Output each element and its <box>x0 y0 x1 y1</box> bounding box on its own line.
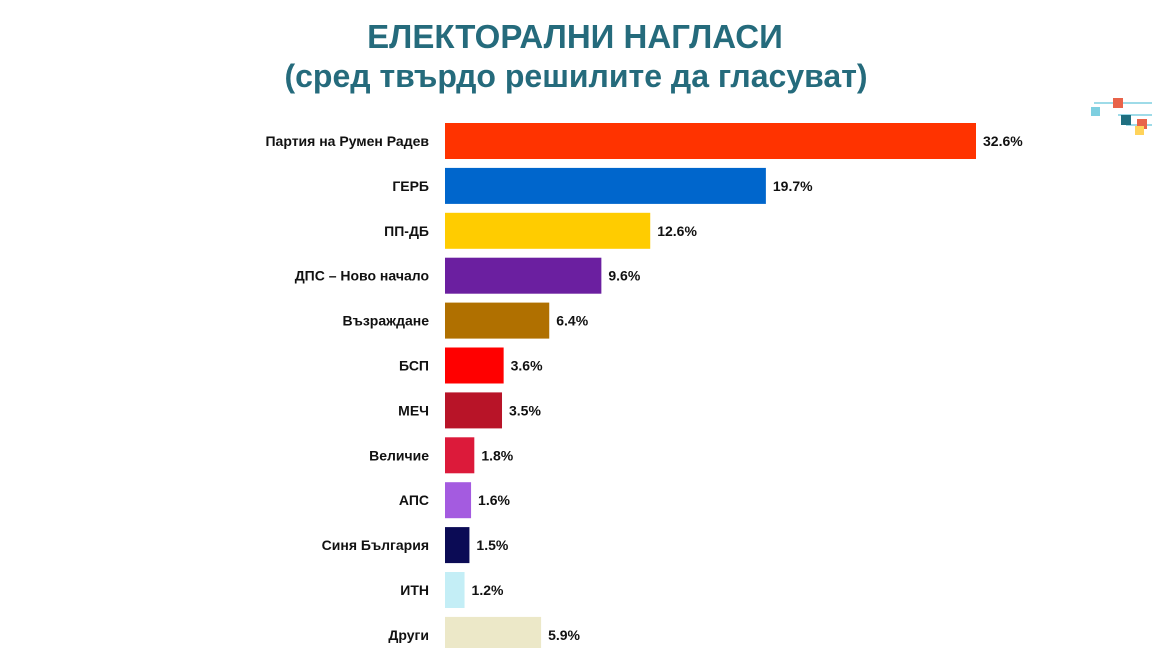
bar <box>445 437 475 474</box>
category-label: ИТН <box>400 582 429 598</box>
data-label: 19.7% <box>773 178 813 194</box>
bar <box>445 527 470 564</box>
data-label: 32.6% <box>983 133 1023 149</box>
data-label: 1.2% <box>472 582 504 598</box>
bar <box>445 123 976 159</box>
category-label: Синя България <box>322 537 429 553</box>
bar <box>445 616 542 648</box>
data-label: 1.8% <box>481 447 513 463</box>
category-label: Възраждане <box>343 313 430 329</box>
category-label: Величие <box>369 447 429 463</box>
data-label: 12.6% <box>657 223 697 239</box>
bar <box>445 257 602 294</box>
data-label: 3.5% <box>509 402 541 418</box>
data-label: 3.6% <box>511 358 543 374</box>
bar <box>445 392 503 429</box>
category-label: ГЕРБ <box>392 178 429 194</box>
bar <box>445 572 465 608</box>
decorative-logo-icon <box>1091 98 1152 135</box>
bar <box>445 212 651 249</box>
bar <box>445 482 472 519</box>
data-label: 1.6% <box>478 492 510 508</box>
data-label: 6.4% <box>556 313 588 329</box>
category-label: МЕЧ <box>398 402 429 418</box>
bar <box>445 347 504 384</box>
data-label: 9.6% <box>608 268 640 284</box>
category-label: Партия на Румен Радев <box>265 133 429 149</box>
data-label: 5.9% <box>548 627 580 643</box>
category-label: ПП-ДБ <box>384 223 429 239</box>
category-label: ДПС – Ново начало <box>295 268 429 284</box>
data-label: 1.5% <box>476 537 508 553</box>
chart-subtitle: (сред твърдо решилите да гласуват) <box>284 58 868 94</box>
category-label: Други <box>388 627 429 643</box>
bar <box>445 302 550 339</box>
chart-title: ЕЛЕКТОРАЛНИ НАГЛАСИ <box>367 18 783 55</box>
category-label: БСП <box>399 358 429 374</box>
category-label: АПС <box>399 492 429 508</box>
bar <box>445 167 766 204</box>
